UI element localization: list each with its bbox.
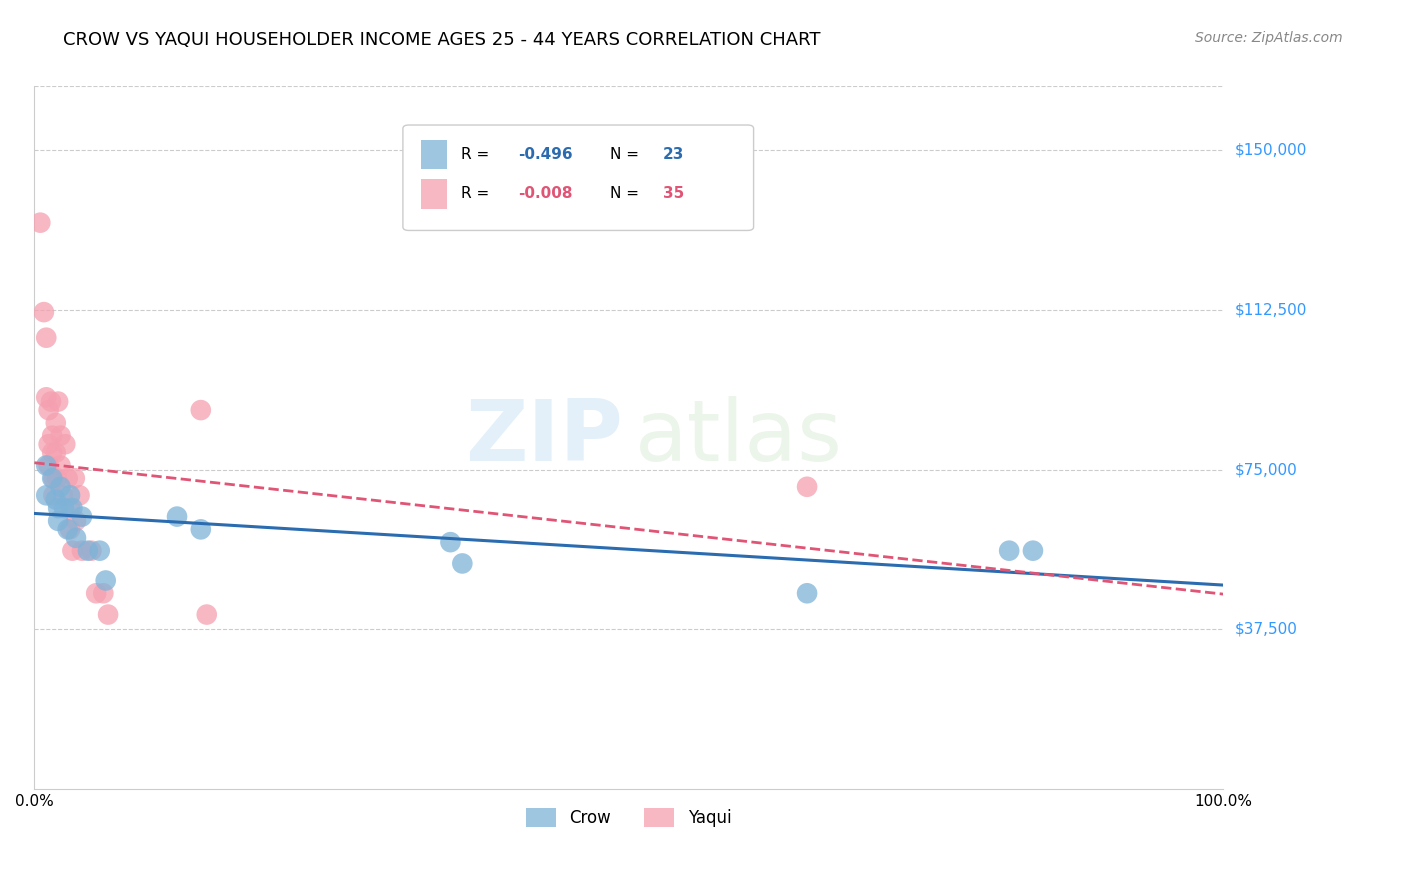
Point <box>38 458 60 473</box>
Text: Source: ZipAtlas.com: Source: ZipAtlas.com <box>1195 31 1343 45</box>
Point <box>45 416 67 430</box>
Point <box>41 446 63 460</box>
Point <box>38 403 60 417</box>
Point <box>65 514 87 528</box>
Point <box>30 216 52 230</box>
Point <box>35 488 58 502</box>
Text: R =: R = <box>461 147 495 162</box>
Text: ZIP: ZIP <box>465 396 623 479</box>
Point <box>45 492 67 507</box>
Text: $75,000: $75,000 <box>1234 462 1296 477</box>
Text: R =: R = <box>461 186 495 202</box>
Text: -0.008: -0.008 <box>519 186 572 202</box>
Point <box>46 514 69 528</box>
Point <box>59 522 82 536</box>
Point <box>35 331 58 345</box>
Point <box>49 458 72 473</box>
Point <box>65 531 87 545</box>
Point <box>69 488 91 502</box>
Point <box>56 471 79 485</box>
Point <box>76 543 98 558</box>
Point <box>59 501 82 516</box>
Text: atlas: atlas <box>634 396 842 479</box>
Point <box>41 471 63 485</box>
Point <box>46 394 69 409</box>
Point <box>32 305 55 319</box>
Point <box>91 586 114 600</box>
Text: N =: N = <box>610 186 644 202</box>
Text: 35: 35 <box>664 186 685 202</box>
Point <box>439 535 461 549</box>
Point <box>70 543 93 558</box>
Point <box>63 471 86 485</box>
Bar <box>420 140 447 169</box>
Point <box>89 543 111 558</box>
Point <box>94 574 117 588</box>
Point <box>195 607 218 622</box>
Point <box>190 403 212 417</box>
Point <box>45 446 67 460</box>
Point <box>998 543 1021 558</box>
Point <box>49 480 72 494</box>
Text: N =: N = <box>610 147 644 162</box>
Point <box>796 480 818 494</box>
Point <box>35 458 58 473</box>
Point <box>190 522 212 536</box>
Point <box>52 488 75 502</box>
Point <box>59 488 82 502</box>
Point <box>38 437 60 451</box>
Point <box>166 509 188 524</box>
Text: 23: 23 <box>664 147 685 162</box>
Point <box>80 543 103 558</box>
Legend: Crow, Yaqui: Crow, Yaqui <box>519 801 738 834</box>
Point <box>46 471 69 485</box>
Text: $150,000: $150,000 <box>1234 143 1306 158</box>
Point <box>70 509 93 524</box>
Point <box>451 557 474 571</box>
Point <box>53 501 76 516</box>
Point <box>62 543 84 558</box>
Point <box>62 501 84 516</box>
Point <box>84 586 107 600</box>
Point <box>97 607 120 622</box>
Text: $112,500: $112,500 <box>1234 302 1306 318</box>
Point <box>42 471 65 485</box>
Text: $37,500: $37,500 <box>1234 622 1298 637</box>
Point <box>56 522 79 536</box>
FancyBboxPatch shape <box>404 125 754 230</box>
Bar <box>420 179 447 209</box>
Text: CROW VS YAQUI HOUSEHOLDER INCOME AGES 25 - 44 YEARS CORRELATION CHART: CROW VS YAQUI HOUSEHOLDER INCOME AGES 25… <box>63 31 821 49</box>
Point <box>42 488 65 502</box>
Point <box>35 390 58 404</box>
Point <box>46 501 69 516</box>
Point <box>49 428 72 442</box>
Point <box>39 394 62 409</box>
Point <box>796 586 818 600</box>
Point <box>53 437 76 451</box>
Point <box>41 428 63 442</box>
Text: -0.496: -0.496 <box>519 147 572 162</box>
Point <box>1022 543 1045 558</box>
